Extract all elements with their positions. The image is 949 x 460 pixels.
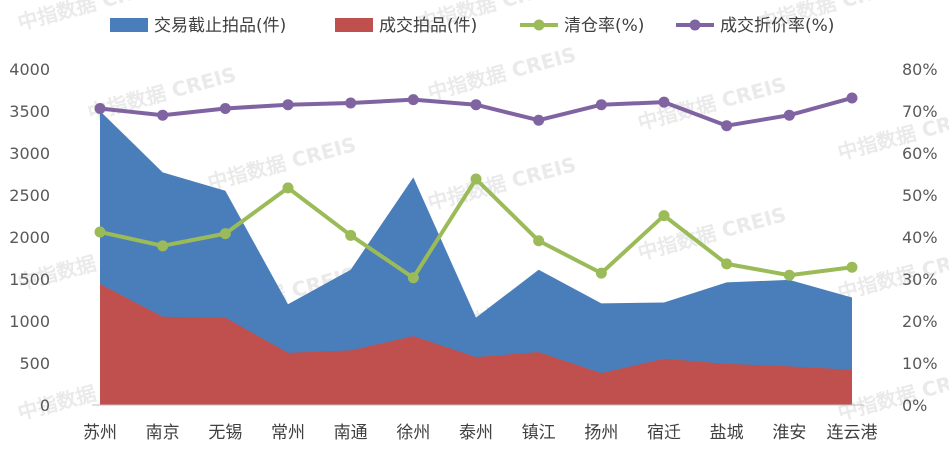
legend-swatch-1: [110, 18, 148, 32]
legend-marker-3: [533, 19, 545, 31]
line-series-2-point: [783, 109, 795, 121]
line-series-2-point: [94, 102, 106, 114]
x-category-label: 无锡: [208, 423, 242, 443]
line-series-1-point: [721, 258, 733, 270]
y-left-tick-label: 4000: [9, 60, 50, 79]
y-right-tick-label: 0%: [902, 396, 927, 415]
x-category-label: 连云港: [827, 423, 878, 443]
y-left-tick-label: 2000: [9, 228, 50, 247]
line-series-1-point: [407, 272, 419, 284]
x-category-label: 南京: [146, 423, 180, 443]
y-right-tick-label: 60%: [902, 144, 938, 163]
line-series-2-point: [533, 114, 545, 126]
y-left-tick-label: 3500: [9, 102, 50, 121]
legend-label-2: 成交拍品(件): [379, 16, 477, 36]
line-series-2-point: [721, 120, 733, 132]
x-category-label: 苏州: [83, 423, 117, 443]
legend-label-1: 交易截止拍品(件): [154, 16, 286, 36]
watermark-text: 中指数据 CREIS: [425, 42, 579, 105]
x-category-label: 淮安: [772, 423, 806, 443]
line-series-2-point: [345, 97, 357, 109]
line-series-1-point: [783, 269, 795, 281]
x-category-label: 扬州: [584, 423, 618, 443]
line-series-1-point: [533, 235, 545, 247]
y-right-tick-label: 30%: [902, 270, 938, 289]
x-category-label: 南通: [334, 423, 368, 443]
y-left-tick-label: 1500: [9, 270, 50, 289]
x-axis-categories: 苏州 南京 无锡 常州 南通 徐州 泰州 镇江 扬州 宿迁 盐城 淮安 连云港: [83, 423, 878, 443]
x-category-label: 徐州: [396, 423, 430, 443]
area-series-layer: [100, 111, 852, 405]
x-category-label: 泰州: [459, 423, 493, 443]
legend: 交易截止拍品(件) 成交拍品(件) 清仓率(%) 成交折价率(%): [110, 16, 834, 36]
line-series-1-point: [282, 182, 294, 194]
y-right-tick-label: 20%: [902, 312, 938, 331]
y-left-tick-label: 3000: [9, 144, 50, 163]
line-series-1-point: [595, 267, 607, 279]
line-series-2-point: [157, 109, 169, 121]
y-right-tick-label: 10%: [902, 354, 938, 373]
x-category-label: 常州: [271, 423, 305, 443]
y-axis-right: 0% 10% 20% 30% 40% 50% 60% 70% 80%: [902, 60, 938, 415]
y-right-tick-label: 40%: [902, 228, 938, 247]
y-right-tick-label: 80%: [902, 60, 938, 79]
legend-label-4: 成交折价率(%): [720, 16, 834, 36]
legend-swatch-2: [335, 18, 373, 32]
y-axis-left: 0 500 1000 1500 2000 2500 3000 3500 4000: [9, 60, 50, 415]
legend-marker-4: [689, 19, 701, 31]
line-series-1-point: [219, 228, 231, 240]
line-series-1-point: [470, 173, 482, 185]
y-right-tick-label: 70%: [902, 102, 938, 121]
x-category-label: 宿迁: [647, 423, 681, 443]
line-series-1-point: [157, 240, 169, 252]
x-category-label: 镇江: [522, 423, 556, 443]
y-right-tick-label: 50%: [902, 186, 938, 205]
line-series-1-point: [846, 261, 858, 273]
area-series-2: [100, 284, 852, 405]
area-series-1: [100, 111, 852, 405]
line-series-1-point: [658, 210, 670, 222]
y-left-tick-label: 0: [40, 396, 50, 415]
line-series-2-point: [219, 102, 231, 114]
line-series-2-point: [658, 96, 670, 108]
line-series-layer: [94, 92, 858, 284]
watermark-text: 中指数据 CREIS: [205, 132, 359, 195]
line-series-2-point: [595, 99, 607, 111]
line-series-2-point: [846, 92, 858, 104]
line-series-2-point: [470, 99, 482, 111]
y-left-tick-label: 1000: [9, 312, 50, 331]
x-category-label: 盐城: [710, 423, 744, 443]
y-left-tick-label: 500: [19, 354, 50, 373]
line-series-2-point: [282, 99, 294, 111]
watermark-text: 中指数据 CREIS: [635, 202, 789, 265]
line-series-1-point: [94, 226, 106, 238]
line-series-1-point: [345, 229, 357, 241]
y-left-tick-label: 2500: [9, 186, 50, 205]
legend-label-3: 清仓率(%): [564, 16, 644, 36]
line-series-2-point: [407, 94, 419, 106]
